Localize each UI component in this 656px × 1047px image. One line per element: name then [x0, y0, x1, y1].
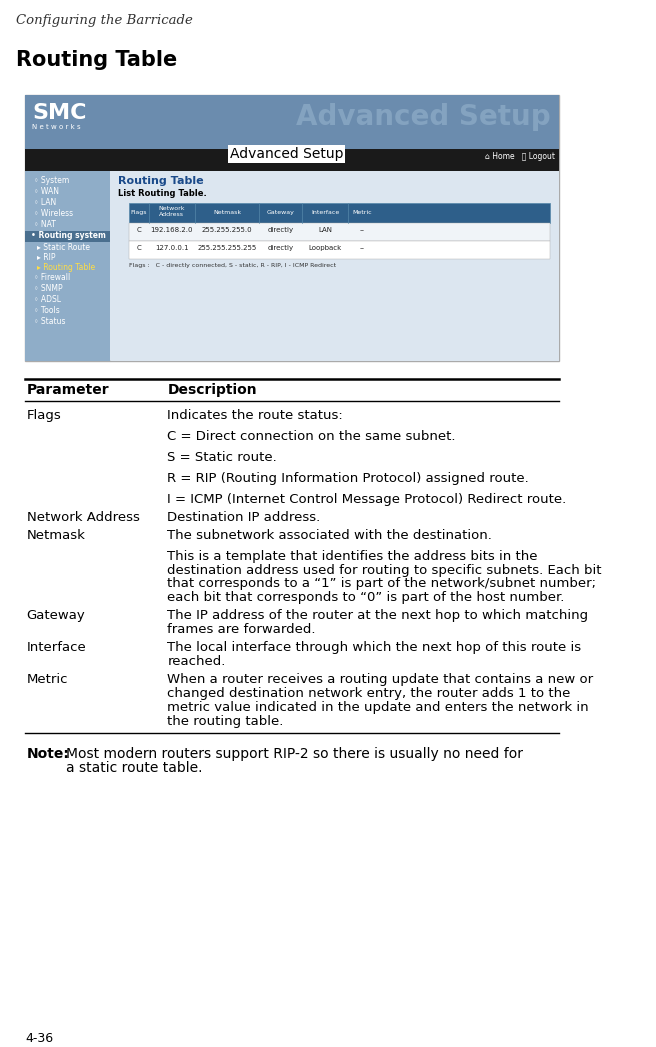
- Text: ◦ LAN: ◦ LAN: [34, 198, 56, 207]
- Text: 127.0.0.1: 127.0.0.1: [155, 245, 189, 251]
- Bar: [25, 172, 110, 361]
- Text: R = RIP (Routing Information Protocol) assigned route.: R = RIP (Routing Information Protocol) a…: [167, 472, 529, 485]
- Text: C: C: [136, 227, 141, 233]
- Text: ▸ Routing Table: ▸ Routing Table: [37, 263, 96, 272]
- Text: Netmask: Netmask: [213, 210, 241, 215]
- Text: Interface: Interface: [27, 641, 87, 654]
- Bar: [25, 231, 110, 242]
- Text: 192.168.2.0: 192.168.2.0: [151, 227, 193, 233]
- Text: Gateway: Gateway: [27, 609, 85, 622]
- Text: that corresponds to a “1” is part of the network/subnet number;: that corresponds to a “1” is part of the…: [167, 578, 596, 591]
- Text: The IP address of the router at the next hop to which matching: The IP address of the router at the next…: [167, 609, 588, 622]
- Text: the routing table.: the routing table.: [167, 715, 284, 728]
- Text: metric value indicated in the update and enters the network in: metric value indicated in the update and…: [167, 700, 589, 714]
- Text: C = Direct connection on the same subnet.: C = Direct connection on the same subnet…: [167, 430, 456, 443]
- Bar: [129, 203, 550, 223]
- Text: --: --: [360, 245, 365, 251]
- Text: ◦ NAT: ◦ NAT: [34, 220, 56, 229]
- Text: When a router receives a routing update that contains a new or: When a router receives a routing update …: [167, 673, 594, 686]
- Text: I = ICMP (Internet Control Message Protocol) Redirect route.: I = ICMP (Internet Control Message Proto…: [167, 493, 567, 506]
- Text: C: C: [136, 245, 141, 251]
- Text: Note:: Note:: [27, 747, 70, 761]
- Text: a static route table.: a static route table.: [66, 761, 203, 775]
- Text: ▸ RIP: ▸ RIP: [37, 253, 56, 262]
- Text: Flags :   C - directly connected, S - static, R - RIP, I - ICMP Redirect: Flags : C - directly connected, S - stat…: [129, 263, 337, 268]
- Bar: [25, 94, 560, 150]
- Bar: [129, 223, 550, 241]
- Text: 4-36: 4-36: [25, 1031, 53, 1045]
- Text: This is a template that identifies the address bits in the: This is a template that identifies the a…: [167, 550, 538, 562]
- Text: destination address used for routing to specific subnets. Each bit: destination address used for routing to …: [167, 563, 602, 577]
- Text: Flags: Flags: [27, 409, 62, 422]
- Text: each bit that corresponds to “0” is part of the host number.: each bit that corresponds to “0” is part…: [167, 592, 565, 604]
- Text: Most modern routers support RIP-2 so there is usually no need for: Most modern routers support RIP-2 so the…: [66, 747, 523, 761]
- Bar: [25, 94, 560, 361]
- Text: --: --: [360, 227, 365, 233]
- Bar: [112, 172, 560, 361]
- Text: S = Static route.: S = Static route.: [167, 451, 277, 464]
- Text: Indicates the route status:: Indicates the route status:: [167, 409, 343, 422]
- Text: Destination IP address.: Destination IP address.: [167, 511, 321, 524]
- Text: Routing Table: Routing Table: [119, 176, 204, 186]
- Text: Interface: Interface: [311, 210, 339, 215]
- Text: Advanced Setup: Advanced Setup: [230, 148, 343, 161]
- Text: Description: Description: [167, 383, 257, 397]
- Text: ◦ Wireless: ◦ Wireless: [34, 209, 73, 218]
- Text: ◦ ADSL: ◦ ADSL: [34, 294, 61, 304]
- Text: Configuring the Barricade: Configuring the Barricade: [16, 14, 193, 27]
- Text: ◦ Firewall: ◦ Firewall: [34, 273, 70, 282]
- Text: N e t w o r k s: N e t w o r k s: [32, 125, 81, 131]
- Text: ◦ Status: ◦ Status: [34, 316, 66, 326]
- Text: 255.255.255.255: 255.255.255.255: [197, 245, 256, 251]
- Text: Loopback: Loopback: [308, 245, 342, 251]
- Bar: [25, 150, 560, 172]
- Text: reached.: reached.: [167, 655, 226, 668]
- Text: ⌂ Home   ⎙ Logout: ⌂ Home ⎙ Logout: [485, 152, 555, 161]
- Text: directly: directly: [268, 227, 294, 233]
- Text: Metric: Metric: [353, 210, 372, 215]
- Text: Gateway: Gateway: [266, 210, 295, 215]
- Text: ◦ Tools: ◦ Tools: [34, 306, 60, 315]
- Bar: [129, 241, 550, 259]
- Text: Network: Network: [159, 206, 185, 211]
- Text: 255.255.255.0: 255.255.255.0: [202, 227, 253, 233]
- Text: Routing Table: Routing Table: [16, 50, 177, 70]
- Text: Metric: Metric: [27, 673, 68, 686]
- Text: ◦ WAN: ◦ WAN: [34, 187, 59, 196]
- Text: ◦ System: ◦ System: [34, 176, 69, 185]
- Text: List Routing Table.: List Routing Table.: [119, 190, 207, 198]
- Text: Netmask: Netmask: [27, 529, 85, 541]
- Text: Network Address: Network Address: [27, 511, 140, 524]
- Text: Flags: Flags: [131, 210, 147, 215]
- Text: directly: directly: [268, 245, 294, 251]
- Text: ▸ Static Route: ▸ Static Route: [37, 243, 91, 252]
- Text: • Routing system: • Routing system: [31, 231, 106, 240]
- Text: Parameter: Parameter: [27, 383, 110, 397]
- Text: SMC: SMC: [32, 103, 87, 122]
- Text: Advanced Setup: Advanced Setup: [296, 103, 550, 131]
- Text: Address: Address: [159, 213, 184, 217]
- Text: changed destination network entry, the router adds 1 to the: changed destination network entry, the r…: [167, 687, 571, 700]
- Text: The subnetwork associated with the destination.: The subnetwork associated with the desti…: [167, 529, 492, 541]
- Text: The local interface through which the next hop of this route is: The local interface through which the ne…: [167, 641, 582, 654]
- Text: frames are forwarded.: frames are forwarded.: [167, 623, 316, 637]
- Text: LAN: LAN: [318, 227, 332, 233]
- Text: ◦ SNMP: ◦ SNMP: [34, 284, 62, 293]
